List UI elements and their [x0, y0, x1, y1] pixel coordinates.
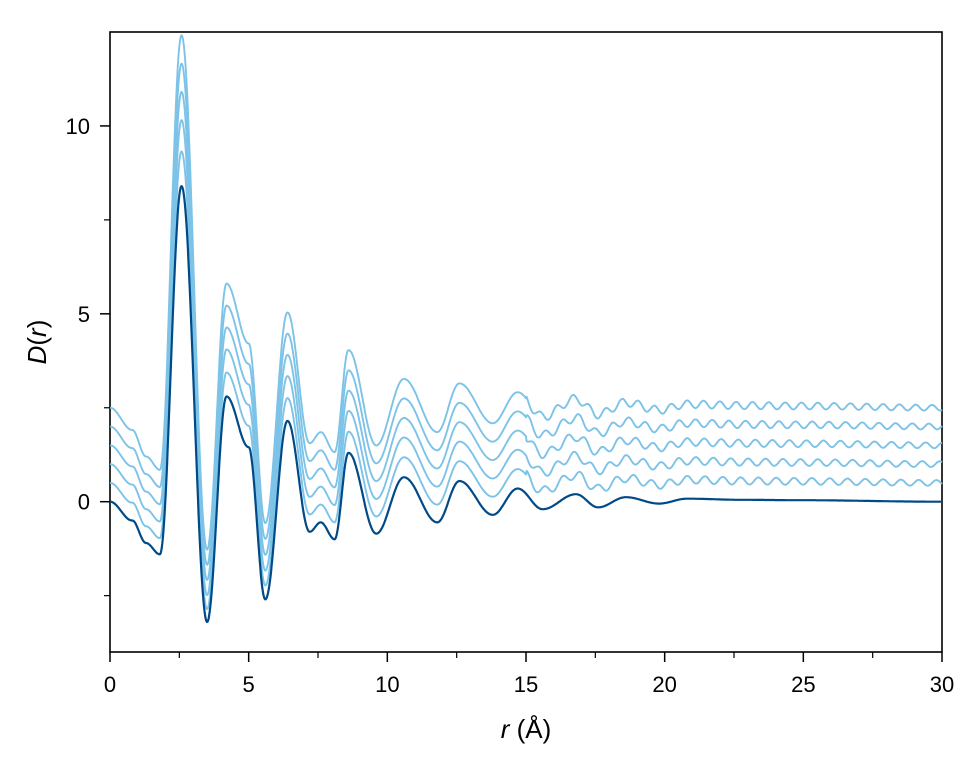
x-tick-label: 10 — [375, 672, 399, 697]
y-axis-close-paren: ) — [22, 320, 52, 329]
x-tick-label: 5 — [243, 672, 255, 697]
x-axis-var: r — [501, 714, 511, 744]
x-tick-label: 15 — [514, 672, 538, 697]
x-axis-unit: (Å) — [509, 714, 551, 744]
series-line — [109, 150, 943, 611]
series-line — [109, 185, 943, 623]
y-axis-title: D(r) — [22, 320, 52, 365]
series-group — [109, 34, 943, 623]
series-line — [109, 62, 943, 566]
series-line — [109, 90, 943, 581]
y-axis-var-r: r — [22, 327, 52, 337]
y-tick-label: 10 — [66, 114, 90, 139]
x-tick-label: 25 — [791, 672, 815, 697]
tick-group: 0 5 10 15 20 25 30 0 5 10 — [66, 114, 955, 697]
x-tick-label: 20 — [652, 672, 676, 697]
y-axis-open-paren: ( — [22, 337, 52, 346]
y-tick-label: 5 — [78, 302, 90, 327]
x-tick-label: 30 — [930, 672, 954, 697]
y-tick-label: 0 — [78, 490, 90, 515]
series-line — [109, 119, 943, 597]
x-axis-title: r (Å) — [501, 714, 552, 744]
y-axis-var-d: D — [22, 346, 52, 365]
x-tick-label: 0 — [104, 672, 116, 697]
series-line — [109, 34, 943, 551]
